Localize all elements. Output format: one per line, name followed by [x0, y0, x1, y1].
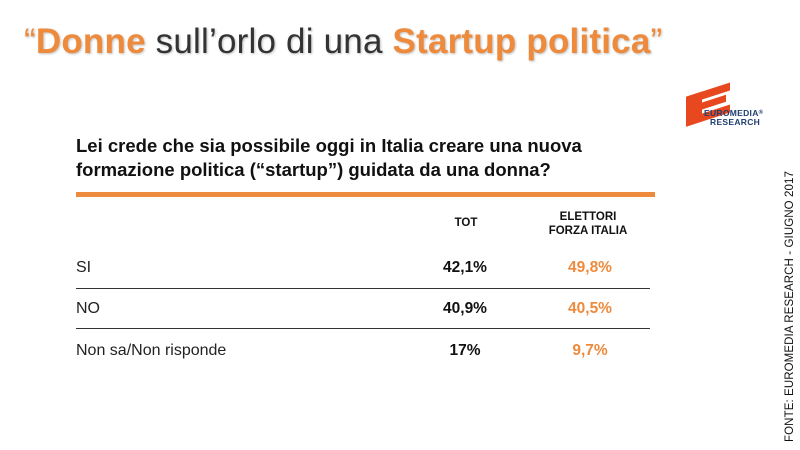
title-highlight-startup: Startup politica [392, 22, 651, 61]
title-highlight-donne: Donne [35, 22, 146, 61]
logo-wordmark: EUROMEDIA® RESEARCH [704, 109, 788, 127]
value-fi-no: 40,5% [568, 300, 612, 317]
question-underline [76, 192, 655, 197]
value-tot-no: 40,9% [443, 300, 487, 317]
logo-word-research: RESEARCH [710, 117, 761, 127]
column-header-tot: TOT [454, 217, 478, 229]
column-header-fi-line2: FORZA ITALIA [548, 225, 628, 237]
page-title: “Donne sull’orlo di una Startup politica… [24, 22, 662, 62]
row-label-non-sa: Non sa/Non risponde [76, 342, 227, 359]
value-fi-si: 49,8% [568, 259, 612, 276]
title-middle-text: sull’orlo di una [145, 22, 393, 61]
logo-word-euromedia: EUROMEDIA® [704, 108, 764, 118]
row-label-si: SI [76, 259, 92, 276]
column-header-fi-line1: ELETTORI [559, 211, 617, 223]
source-credit: FONTE: EUROMEDIA RESEARCH - GIUGNO 2017 [784, 170, 796, 442]
euromedia-logo-icon [686, 82, 730, 127]
value-tot-non-sa: 17% [449, 342, 481, 359]
survey-question: Lei crede che sia possibile oggi in Ital… [76, 135, 582, 180]
value-tot-si: 42,1% [443, 259, 487, 276]
title-close-quote: ” [650, 22, 663, 61]
row-label-no: NO [76, 300, 100, 317]
row-divider [76, 328, 650, 329]
value-fi-non-sa: 9,7% [572, 342, 608, 359]
column-header-forza-italia: ELETTORI FORZA ITALIA [528, 210, 648, 238]
row-divider [76, 288, 650, 289]
title-open-quote: “ [24, 22, 36, 61]
